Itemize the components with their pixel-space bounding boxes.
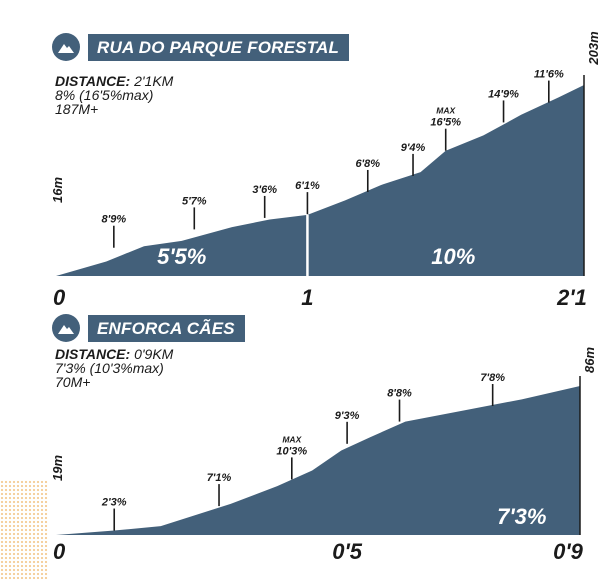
- grade-label: 10'3%: [276, 445, 307, 457]
- x-tick-label: 0: [53, 285, 66, 310]
- start-elevation-label: 19m: [50, 455, 65, 481]
- grade-label: 7'8%: [480, 372, 505, 384]
- route-1-title: RUA DO PARQUE FORESTAL: [88, 33, 350, 61]
- max-label: MAX: [282, 434, 302, 444]
- route-1-stats: DISTANCE: 2'1KM 8% (16'5%max) 187M+: [55, 74, 173, 116]
- grade-label: 9'4%: [401, 142, 426, 154]
- grade-label: 3'6%: [252, 184, 277, 196]
- route-2-stats: DISTANCE: 0'9KM 7'3% (10'3%max) 70M+: [55, 347, 173, 389]
- grade-label: 6'1%: [295, 180, 320, 192]
- end-elevation-label: 86m: [582, 347, 597, 373]
- dotted-decoration: [0, 480, 48, 579]
- grade-label: 5'7%: [182, 195, 207, 207]
- end-elevation-label: 203m: [586, 31, 601, 66]
- segment-average-label: 7'3%: [497, 504, 546, 529]
- distance-label: DISTANCE:: [55, 73, 131, 89]
- x-tick-label: 0'5: [332, 539, 362, 564]
- segment-average-label: 10%: [431, 244, 475, 269]
- grade-label: 9'3%: [335, 410, 360, 422]
- route-2-title: ENFORCA CÃES: [88, 314, 245, 342]
- distance-value: 0'9KM: [134, 346, 174, 362]
- start-elevation-label: 16m: [50, 177, 65, 203]
- elevation-area: [56, 386, 580, 535]
- grade-label: 16'5%: [430, 117, 461, 129]
- mountain-icon: [52, 33, 80, 61]
- grade-label: 6'8%: [355, 158, 380, 170]
- route-2-header: ENFORCA CÃES: [52, 314, 245, 342]
- grade-label: 11'6%: [534, 69, 564, 81]
- grade-label: 7'1%: [207, 472, 232, 484]
- segment-average-label: 5'5%: [157, 244, 206, 269]
- gradient-text: 7'3% (10'3%max): [55, 360, 164, 376]
- max-label: MAX: [436, 106, 456, 116]
- gradient-text: 8% (16'5%max): [55, 87, 154, 103]
- grade-label: 2'3%: [101, 497, 127, 509]
- x-tick-label: 0: [53, 539, 66, 564]
- x-tick-label: 1: [301, 285, 313, 310]
- grade-label: 8'8%: [387, 388, 412, 400]
- grade-label: 8'9%: [102, 214, 127, 226]
- mountain-icon: [52, 314, 80, 342]
- x-tick-label: 0'9: [553, 539, 583, 564]
- distance-value: 2'1KM: [134, 73, 174, 89]
- gain-text: 70M+: [55, 374, 91, 390]
- distance-label: DISTANCE:: [55, 346, 131, 362]
- route-1-header: RUA DO PARQUE FORESTAL: [52, 33, 350, 61]
- gain-text: 187M+: [55, 101, 99, 117]
- grade-label: 14'9%: [488, 88, 519, 100]
- x-tick-label: 2'1: [556, 285, 587, 310]
- elevation-area: [56, 85, 584, 276]
